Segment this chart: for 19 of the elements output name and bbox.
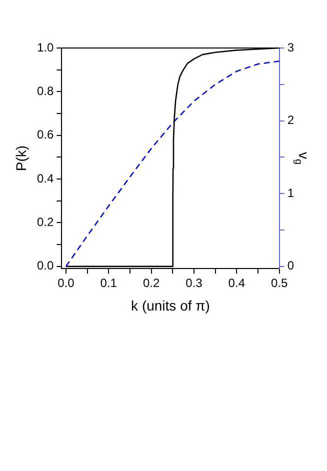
x-tick-label: 0.2 xyxy=(142,276,160,290)
y2-axis-title: vg xyxy=(292,152,312,165)
x-tick-label: 0.1 xyxy=(100,276,118,290)
y-tick-label: 0.2 xyxy=(36,215,54,230)
x-tick-label: 0.5 xyxy=(270,276,288,290)
y2-tick-label: 0 xyxy=(287,258,294,273)
x-tick-label: 0.4 xyxy=(228,276,246,290)
y-tick-label: 0.8 xyxy=(36,84,54,98)
y-axis-title: P(k) xyxy=(12,145,29,172)
y2-tick-label: 2 xyxy=(287,113,294,128)
x-tick-label: 0.3 xyxy=(186,276,203,290)
y2-tick-label: 1 xyxy=(287,186,294,200)
y-tick-label: 0.0 xyxy=(36,258,54,273)
y-tick-label: 0.6 xyxy=(36,128,54,142)
y-tick-label: 1.0 xyxy=(36,40,54,54)
x-axis-title: k (units of π) xyxy=(131,297,210,314)
y2-tick-label: 3 xyxy=(287,40,294,54)
x-tick-label: 0.0 xyxy=(58,276,75,290)
y-tick-label: 0.4 xyxy=(36,171,54,186)
